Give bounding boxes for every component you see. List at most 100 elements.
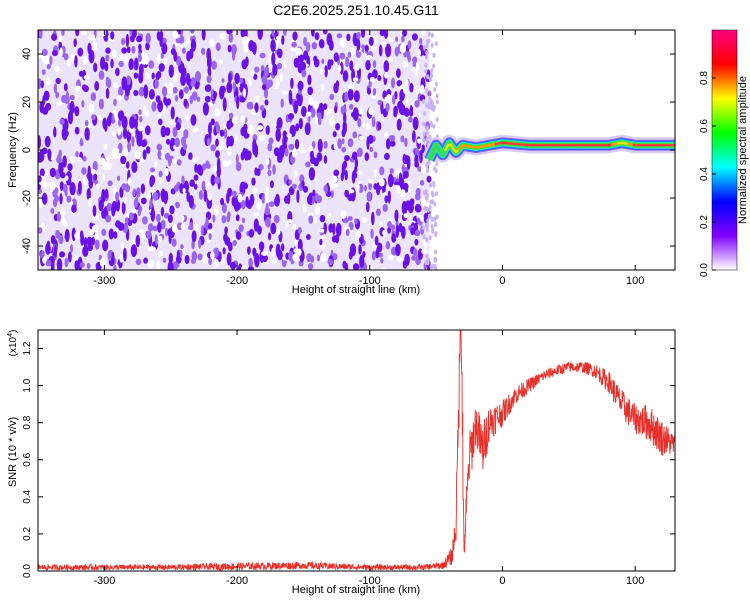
noise-blob (193, 183, 198, 190)
noise-blob (379, 166, 385, 176)
noise-blob (316, 112, 322, 119)
noise-blob (268, 201, 275, 207)
y-tick-label: 0.4 (22, 489, 33, 503)
noise-blob (344, 262, 349, 270)
noise-blob (204, 95, 211, 103)
noise-blob (198, 238, 202, 249)
noise-blob (305, 41, 311, 53)
noise-blob (127, 177, 132, 186)
noise-blob (38, 78, 42, 89)
noise-blob (105, 87, 110, 99)
noise-blob (77, 157, 83, 162)
noise-edge-blob (422, 234, 426, 240)
noise-blob (172, 127, 178, 138)
noise-blob (219, 86, 225, 100)
noise-blob (51, 33, 58, 41)
noise-blob (216, 157, 221, 172)
noise-blob (307, 212, 314, 217)
noise-blob (162, 37, 167, 45)
noise-blob (347, 51, 352, 58)
noise-blob (399, 43, 406, 54)
noise-blob (239, 96, 246, 103)
noise-blob (336, 33, 343, 39)
colorbar-tick-label: 0.6 (699, 119, 710, 133)
noise-blob (339, 61, 344, 75)
noise-blob (191, 91, 198, 101)
noise-blob (128, 129, 134, 134)
noise-blob (213, 165, 218, 172)
noise-blob (384, 60, 389, 72)
x-tick-label: -300 (93, 575, 115, 587)
noise-blob (147, 223, 154, 232)
noise-blob (121, 47, 128, 54)
noise-blob (412, 116, 419, 130)
noise-blob (84, 119, 89, 127)
noise-blob (253, 212, 260, 217)
noise-blob (156, 143, 163, 151)
noise-blob (128, 212, 134, 221)
noise-blob (261, 254, 268, 263)
noise-blob (94, 81, 100, 91)
noise-blob (159, 178, 163, 185)
noise-edge-blob (422, 225, 425, 231)
noise-blob (360, 30, 366, 38)
snr-frame (37, 329, 676, 572)
x-tick-label: -100 (359, 275, 381, 287)
noise-edge-blob (427, 38, 431, 44)
snr-y-axis: 0.0 0.2 0.4 0.6 0.8 1.0 1.2 (22, 341, 675, 578)
noise-blob (190, 38, 197, 52)
noise-blob (102, 174, 106, 181)
noise-blob (411, 255, 416, 261)
noise-blob (333, 52, 339, 62)
noise-blob (74, 231, 81, 240)
noise-blob (286, 192, 291, 205)
noise-blob (75, 30, 80, 37)
noise-blob (42, 182, 50, 188)
noise-blob (356, 38, 361, 51)
noise-blob (81, 84, 88, 91)
noise-blob (173, 262, 180, 269)
noise-blob (138, 88, 144, 97)
noise-blob (232, 81, 237, 92)
noise-blob (383, 30, 389, 39)
noise-blob (59, 181, 64, 192)
noise-edge-blob (425, 43, 429, 49)
noise-blob (307, 263, 314, 270)
noise-blob (323, 222, 328, 235)
noise-blob (145, 110, 150, 118)
snr-series-line (38, 330, 675, 571)
noise-blob (321, 58, 325, 65)
noise-blob (133, 72, 139, 79)
noise-edge-blob (435, 41, 438, 47)
snr-x-label: Height of straight line (km) (292, 584, 420, 596)
noise-blob (235, 161, 242, 172)
x-tick-label: 0 (499, 575, 505, 587)
noise-blob (90, 92, 97, 102)
noise-blob (291, 41, 297, 48)
noise-blob (265, 125, 270, 135)
noise-edge-blob (431, 263, 435, 269)
noise-blob (416, 217, 421, 225)
noise-edge-blob (435, 99, 439, 105)
noise-blob (104, 61, 109, 72)
noise-blob (325, 107, 330, 115)
noise-blob (367, 191, 372, 202)
noise-blob (140, 197, 147, 205)
noise-blob (294, 240, 298, 245)
noise-blob (111, 200, 118, 212)
noise-blob (245, 56, 249, 67)
noise-blob (326, 33, 333, 46)
noise-blob (121, 183, 128, 191)
noise-blob (421, 30, 426, 36)
noise-blob (332, 131, 337, 138)
noise-blob (82, 155, 87, 162)
noise-blob (107, 250, 112, 261)
noise-blob (339, 37, 347, 48)
noise-blob (392, 94, 396, 105)
noise-blob (316, 152, 323, 162)
noise-blob (351, 151, 358, 161)
noise-blob (52, 50, 58, 57)
noise-blob (272, 164, 276, 175)
noise-blob (93, 173, 98, 181)
noise-blob (249, 193, 255, 206)
